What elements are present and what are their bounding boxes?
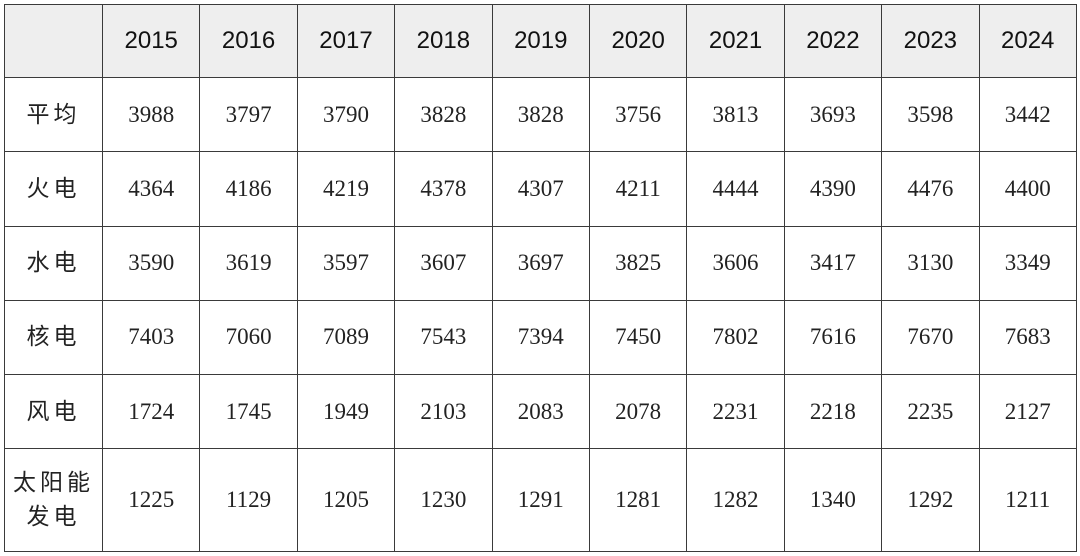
- table-cell: 3607: [394, 225, 493, 301]
- table-cell: 1211: [978, 448, 1077, 552]
- year-header: 2019: [491, 4, 590, 78]
- table-cell: 4307: [491, 151, 590, 227]
- table-cell: 7683: [978, 299, 1077, 376]
- year-header: 2017: [296, 4, 396, 78]
- table-cell: 7089: [296, 299, 396, 376]
- table-cell: 1724: [101, 373, 201, 450]
- table-cell: 3590: [101, 225, 201, 301]
- table-cell: 3988: [101, 76, 201, 153]
- table-cell: 2078: [588, 373, 688, 450]
- table-cell: 3828: [491, 76, 590, 153]
- table-cell: 3417: [783, 225, 883, 301]
- table-body: 平均 3988 3797 3790 3828 3828 3756 3813 36…: [4, 76, 1077, 552]
- table-cell: 3130: [881, 225, 980, 301]
- table-row: 火电 4364 4186 4219 4378 4307 4211 4444 43…: [4, 151, 1077, 227]
- table-cell: 1281: [588, 448, 688, 552]
- year-header: 2015: [101, 4, 201, 78]
- table-cell: 2231: [686, 373, 785, 450]
- table-cell: 3797: [199, 76, 298, 153]
- table-cell: 7543: [394, 299, 493, 376]
- year-header: 2023: [881, 4, 980, 78]
- table-cell: 7670: [881, 299, 980, 376]
- utilization-hours-table: 2015 2016 2017 2018 2019 2020 2021 2022 …: [4, 4, 1077, 552]
- table-cell: 1745: [199, 373, 298, 450]
- table-cell: 3349: [978, 225, 1077, 301]
- table-row: 平均 3988 3797 3790 3828 3828 3756 3813 36…: [4, 76, 1077, 153]
- table-cell: 3813: [686, 76, 785, 153]
- table-cell: 4476: [881, 151, 980, 227]
- table-row: 太阳能 发电 1225 1129 1205 1230 1291 1281 128…: [4, 448, 1077, 552]
- table-cell: 3693: [783, 76, 883, 153]
- row-label: 平均: [4, 76, 103, 153]
- table-cell: 3790: [296, 76, 396, 153]
- year-header: 2021: [686, 4, 785, 78]
- table-cell: 1205: [296, 448, 396, 552]
- year-header: 2024: [978, 4, 1077, 78]
- corner-cell: [4, 4, 103, 78]
- table-cell: 3828: [394, 76, 493, 153]
- year-header: 2022: [783, 4, 883, 78]
- table-cell: 4390: [783, 151, 883, 227]
- table-cell: 3697: [491, 225, 590, 301]
- table-cell: 2127: [978, 373, 1077, 450]
- table-cell: 7450: [588, 299, 688, 376]
- table-cell: 3597: [296, 225, 396, 301]
- row-label: 核电: [4, 299, 103, 376]
- table-cell: 2218: [783, 373, 883, 450]
- row-label-line: 太阳能: [13, 470, 94, 497]
- table-cell: 4444: [686, 151, 785, 227]
- table-cell: 1949: [296, 373, 396, 450]
- table-cell: 2083: [491, 373, 590, 450]
- table-cell: 3598: [881, 76, 980, 153]
- table-cell: 4219: [296, 151, 396, 227]
- table-cell: 1340: [783, 448, 883, 552]
- table-cell: 7394: [491, 299, 590, 376]
- table-row: 水电 3590 3619 3597 3607 3697 3825 3606 34…: [4, 225, 1077, 301]
- table-cell: 3756: [588, 76, 688, 153]
- table-cell: 1129: [199, 448, 298, 552]
- table-cell: 4364: [101, 151, 201, 227]
- year-header: 2020: [588, 4, 688, 78]
- table-cell: 3619: [199, 225, 298, 301]
- table-cell: 4211: [588, 151, 688, 227]
- year-header: 2016: [199, 4, 298, 78]
- table-cell: 7060: [199, 299, 298, 376]
- row-label: 风电: [4, 373, 103, 450]
- table-cell: 4400: [978, 151, 1077, 227]
- row-label-line: 发电: [26, 504, 81, 531]
- row-label: 火电: [4, 151, 103, 227]
- table-cell: 3442: [978, 76, 1077, 153]
- table-cell: 7802: [686, 299, 785, 376]
- header-row: 2015 2016 2017 2018 2019 2020 2021 2022 …: [4, 4, 1077, 78]
- row-label: 太阳能 发电: [4, 448, 103, 552]
- table-header: 2015 2016 2017 2018 2019 2020 2021 2022 …: [4, 4, 1077, 78]
- table-cell: 3606: [686, 225, 785, 301]
- row-label: 水电: [4, 225, 103, 301]
- table-row: 风电 1724 1745 1949 2103 2083 2078 2231 22…: [4, 373, 1077, 450]
- table-cell: 1230: [394, 448, 493, 552]
- table-cell: 1291: [491, 448, 590, 552]
- table-cell: 2235: [881, 373, 980, 450]
- table-cell: 7616: [783, 299, 883, 376]
- table-cell: 4378: [394, 151, 493, 227]
- table-cell: 4186: [199, 151, 298, 227]
- table-cell: 3825: [588, 225, 688, 301]
- table-cell: 1225: [101, 448, 201, 552]
- table-cell: 1292: [881, 448, 980, 552]
- table-cell: 7403: [101, 299, 201, 376]
- year-header: 2018: [394, 4, 493, 78]
- table-cell: 2103: [394, 373, 493, 450]
- table-cell: 1282: [686, 448, 785, 552]
- table-row: 核电 7403 7060 7089 7543 7394 7450 7802 76…: [4, 299, 1077, 376]
